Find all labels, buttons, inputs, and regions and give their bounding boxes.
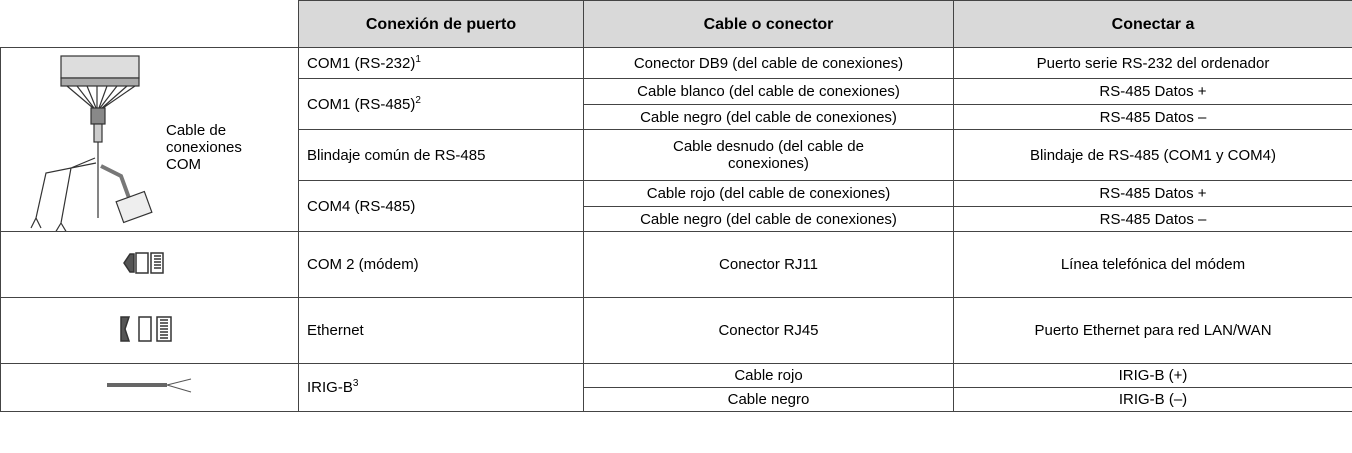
footnote-ref: 1: [415, 53, 421, 65]
row: Cable negro IRIG-B (–): [1, 387, 1352, 412]
cable-cell: Conector DB9 (del cable de conexiones): [583, 47, 954, 79]
com-cable-label: Cable de conexiones COM: [166, 122, 242, 173]
g: [119, 315, 172, 342]
cable-cell: Cable negro (del cable de conexiones): [583, 104, 954, 130]
rj45-image: [0, 297, 299, 364]
row: Cable negro (del cable de conexiones) RS…: [1, 104, 1352, 130]
header-cell: Conexión de puerto: [298, 0, 584, 48]
port-table: Conexión de puerto Cable o conector Cone…: [0, 0, 1352, 412]
rect: [93, 123, 103, 143]
cable-cell: Conector RJ45: [583, 297, 954, 364]
path: [159, 318, 168, 339]
port-cell: COM1 (RS-232)1: [298, 47, 584, 79]
target-cell: RS-485 Datos –: [953, 104, 1352, 130]
rect: [134, 251, 149, 274]
rect: [60, 55, 140, 79]
row: Ethernet Conector RJ45 Puerto Ethernet p…: [0, 297, 1352, 364]
row: Blindaje común de RS-485 Cable desnudo (…: [1, 129, 1352, 181]
target-cell: Blindaje de RS-485 (COM1 y COM4): [953, 129, 1352, 181]
port-cell: Ethernet: [298, 297, 584, 364]
cable-cell: Cable blanco (del cable de conexiones): [583, 78, 954, 105]
target-cell: IRIG-B (+): [953, 363, 1352, 388]
target-cell: Puerto serie RS-232 del ordenador: [953, 47, 1352, 79]
path: [122, 252, 135, 273]
row: Cable de conexiones COM COM1 (RS-232)1 C…: [0, 47, 1352, 232]
port-cell: Blindaje común de RS-485: [298, 129, 584, 181]
rect: [137, 315, 152, 342]
cable-cell: Cable rojo: [583, 363, 954, 388]
cable-cell: Conector RJ11: [583, 231, 954, 298]
header-row: Conexión de puerto Cable o conector Cone…: [0, 0, 1352, 48]
g: [30, 55, 153, 231]
com-cable-drawing: [30, 55, 153, 231]
header-cell: Conectar a: [953, 0, 1352, 48]
port-text: COM1 (RS-485): [307, 95, 416, 113]
row: COM 2 (módem) Conector RJ11 Línea telefó…: [0, 231, 1352, 298]
irig-image: [0, 363, 299, 412]
path: [66, 85, 136, 109]
rj11-image: [0, 231, 299, 298]
path: [119, 315, 130, 342]
cable-cell: Cable desnudo (del cable de conexiones): [583, 129, 954, 181]
com-cable-image: Cable de conexiones COM: [0, 47, 299, 232]
target-cell: Puerto Ethernet para red LAN/WAN: [953, 297, 1352, 364]
blank-header: [0, 0, 299, 48]
port-cell: COM1 (RS-485)2: [298, 78, 584, 130]
rect: [115, 190, 153, 224]
div: Cable de conexiones COM: [1, 48, 299, 231]
cable-cell: Cable negro: [583, 387, 954, 412]
path: [30, 142, 99, 231]
irig-icon: [106, 378, 191, 392]
row: Cable negro (del cable de conexiones) RS…: [1, 206, 1352, 232]
path: [166, 378, 191, 392]
port-text: COM1 (RS-232): [307, 54, 416, 72]
footnote-ref: 2: [415, 94, 421, 106]
target-cell: Línea telefónica del módem: [953, 231, 1352, 298]
target-cell: RS-485 Datos –: [953, 206, 1352, 232]
rj11-icon: [122, 251, 164, 274]
rect: [90, 107, 106, 125]
port-text: IRIG-B: [307, 379, 353, 396]
path: [100, 164, 131, 199]
path: [153, 254, 161, 269]
row: COM1 (RS-485)2 Cable blanco (del cable d…: [1, 78, 1352, 130]
header-cell: Cable o conector: [583, 0, 954, 48]
rect: [60, 77, 140, 87]
target-cell: IRIG-B (–): [953, 387, 1352, 412]
cable-cell: Cable rojo (del cable de conexiones): [583, 180, 954, 207]
g: [122, 251, 164, 274]
row: IRIG-B3 Cable rojo IRIG-B (+): [0, 363, 1352, 412]
footnote-ref: 3: [352, 378, 359, 389]
port-cell: IRIG-B3: [298, 363, 584, 412]
rj45-icon: [119, 315, 172, 342]
tbody: Conexión de puerto Cable o conector Cone…: [0, 0, 1352, 412]
target-cell: RS-485 Datos +: [953, 180, 1352, 207]
port-cell: COM 2 (módem): [298, 231, 584, 298]
port-cell: COM4 (RS-485): [298, 180, 584, 232]
rect: [106, 382, 167, 387]
target-cell: RS-485 Datos +: [953, 78, 1352, 105]
cable-cell: Cable negro (del cable de conexiones): [583, 206, 954, 232]
row: COM4 (RS-485) Cable rojo (del cable de c…: [1, 180, 1352, 232]
